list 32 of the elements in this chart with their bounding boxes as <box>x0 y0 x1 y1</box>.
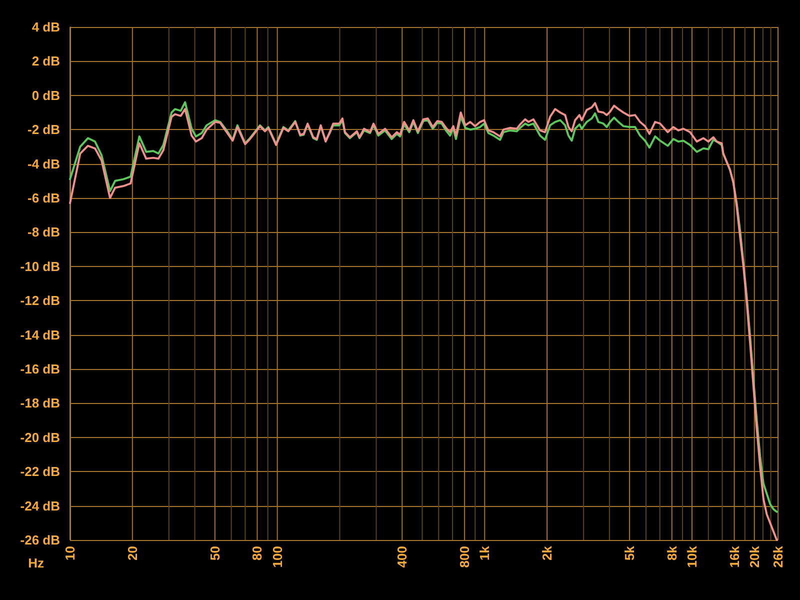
y-tick-label: -10 dB <box>20 258 60 274</box>
x-axis-title: Hz <box>28 556 44 570</box>
x-tick-label: 10 <box>62 546 78 560</box>
x-tick-label: 400 <box>394 546 410 568</box>
x-tick-label: 2k <box>540 545 555 560</box>
x-tick-label: 100 <box>270 546 285 568</box>
x-tick-label: 5k <box>622 545 638 560</box>
y-tick-label: 0 dB <box>32 88 60 103</box>
y-tick-label: -12 dB <box>20 293 60 308</box>
y-tick-label: -18 dB <box>20 396 60 411</box>
y-tick-label: -14 dB <box>20 327 60 342</box>
y-tick-label: -4 dB <box>28 156 60 172</box>
x-tick-label: 800 <box>457 546 472 568</box>
y-tick-label: -6 dB <box>28 190 60 206</box>
x-tick-label: 20k <box>746 545 762 568</box>
y-tick-label: 2 dB <box>32 54 60 69</box>
x-tick-label: 26k <box>770 545 786 568</box>
x-tick-label: 20 <box>124 546 140 560</box>
y-tick-label: -16 dB <box>20 362 60 376</box>
x-tick-label: 10k <box>684 545 700 568</box>
x-tick-label: 50 <box>207 546 222 560</box>
y-tick-label: -24 dB <box>20 498 60 514</box>
x-tick-label: 1k <box>477 545 492 560</box>
y-tick-label: 4 dB <box>32 20 60 34</box>
x-tick-label: 8k <box>664 545 680 560</box>
x-tick-label: 16k <box>726 545 742 568</box>
y-tick-label: -2 dB <box>28 122 60 138</box>
y-tick-label: -26 dB <box>20 532 60 548</box>
y-tick-label: -8 dB <box>28 224 60 240</box>
y-tick-label: -22 dB <box>20 464 60 480</box>
y-tick-label: -20 dB <box>20 430 60 445</box>
x-tick-label: 80 <box>250 546 265 560</box>
